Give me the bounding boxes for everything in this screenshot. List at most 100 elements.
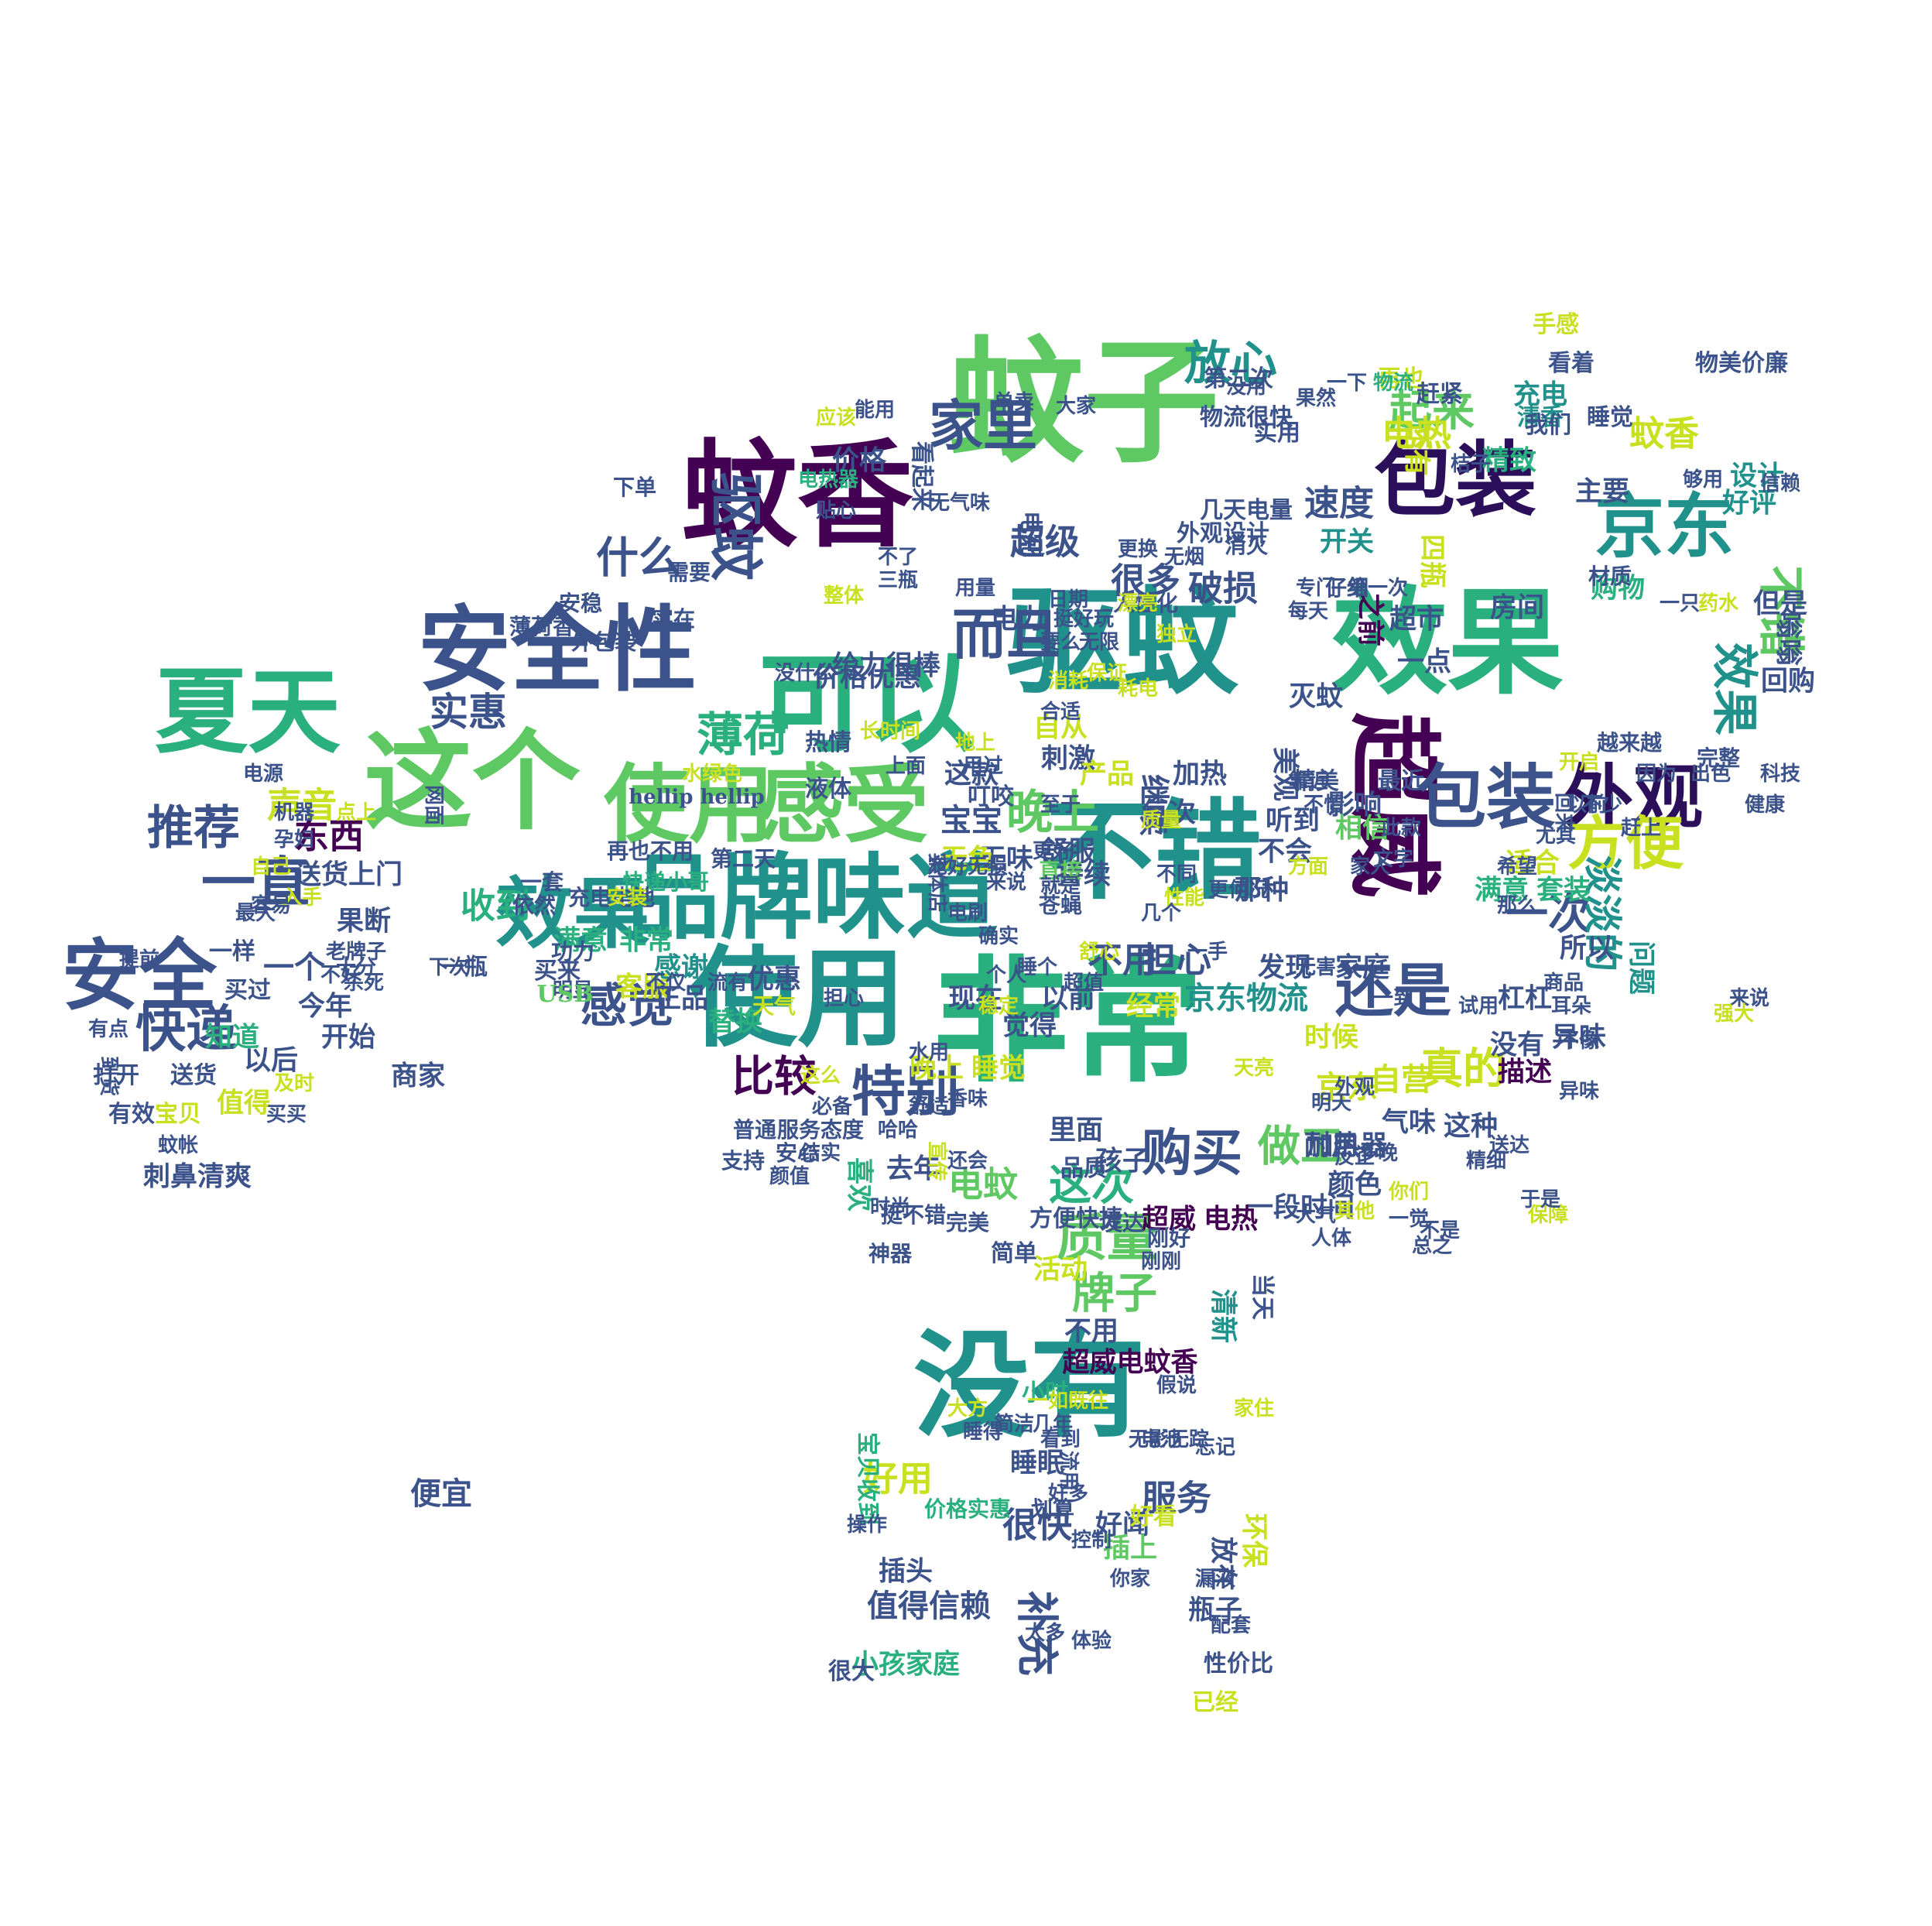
word: 支持 xyxy=(721,1148,766,1174)
word: 以前 xyxy=(1040,982,1096,1015)
word: 容易 xyxy=(250,894,292,917)
word: 还是 xyxy=(1334,956,1452,1025)
word: 这次 xyxy=(1048,1159,1135,1210)
word: 不用 xyxy=(1087,939,1158,981)
word: 还会 xyxy=(947,1150,988,1173)
word: 便宜 xyxy=(410,1475,472,1512)
word: 就是 xyxy=(1040,875,1081,898)
word: 健康 xyxy=(1744,793,1786,817)
word: 一只 xyxy=(1659,592,1701,615)
word: 地上 xyxy=(954,732,996,755)
word: 价格实惠 xyxy=(923,1496,1012,1522)
word: 实在 xyxy=(651,606,696,632)
word: 商家 xyxy=(390,1060,446,1092)
word: 必备 xyxy=(811,1095,853,1119)
word: 使用 xyxy=(604,755,774,855)
word: 嗡嗡 xyxy=(1772,611,1804,667)
word: 买过 xyxy=(224,977,271,1004)
word: 里面 xyxy=(1048,1114,1104,1146)
word: 保证 xyxy=(1086,662,1128,685)
word: 小孩家庭 xyxy=(851,1648,961,1681)
word: 经常 xyxy=(1125,990,1181,1023)
word: 适合 xyxy=(1505,847,1560,879)
word: 替换 xyxy=(707,1006,763,1038)
word: 一瓶 xyxy=(441,954,488,981)
word: 果断 xyxy=(336,905,392,937)
word: 及时 xyxy=(273,1072,315,1095)
word: 外观 xyxy=(1334,1076,1375,1099)
word: 明天 xyxy=(1310,1092,1352,1115)
word: 已经 xyxy=(1192,1689,1238,1716)
word: 京东 xyxy=(1595,485,1734,567)
word: 精致 xyxy=(1482,444,1537,477)
word: 电力 xyxy=(990,603,1046,636)
word: 质量 xyxy=(1056,1208,1158,1268)
word: 耐用 xyxy=(1303,1129,1359,1162)
word: 服务态度 xyxy=(776,1117,865,1143)
word: 杀死 xyxy=(343,972,385,995)
word: 可以 xyxy=(758,641,976,768)
word: 活动 xyxy=(1033,1253,1088,1286)
word: 没有 xyxy=(913,1318,1146,1454)
word: 无影无踪 xyxy=(1128,1428,1210,1451)
word: 信赖 xyxy=(1759,472,1801,495)
word: 价格优惠 xyxy=(812,661,922,694)
word: 喜欢 xyxy=(843,1157,875,1212)
word: 叮咬 xyxy=(968,783,1014,810)
word: 一直 xyxy=(201,850,310,914)
word: 不好 xyxy=(320,964,361,987)
word: 睡觉 xyxy=(971,1052,1026,1085)
word: 再也 xyxy=(1378,365,1424,392)
word: 好看 xyxy=(1130,1503,1177,1530)
word: 很快 xyxy=(1002,1504,1073,1546)
word: 舒心 xyxy=(1078,941,1120,964)
word: 很多 xyxy=(1110,560,1181,601)
word: 有点 xyxy=(87,1018,129,1041)
word: 哈哈 xyxy=(877,1119,919,1142)
word: 好闻 xyxy=(1094,1509,1150,1541)
word: 功力 xyxy=(550,939,595,965)
word: 觉得 xyxy=(1002,1009,1057,1042)
word: 包装 xyxy=(1416,756,1556,838)
word: 家庭 xyxy=(1334,951,1390,984)
word: 还有 xyxy=(1400,421,1433,477)
word: 感受 xyxy=(759,755,929,855)
word: 夏天 xyxy=(155,657,341,766)
word: 没用 xyxy=(1225,375,1267,399)
word: 神器 xyxy=(868,1241,913,1266)
word: 快递 xyxy=(135,999,237,1059)
word: 第二天 xyxy=(710,846,776,872)
word: 因为 xyxy=(1636,763,1677,786)
word: 服务 xyxy=(1141,1477,1212,1519)
word: 赶紧 xyxy=(1416,381,1463,408)
word: 但是 xyxy=(1752,588,1808,620)
word: 电热器 xyxy=(797,468,859,492)
word: 孕妇 xyxy=(273,828,315,852)
word: 机器 xyxy=(273,801,315,824)
word: 发现 xyxy=(1257,951,1313,984)
word: 你们 xyxy=(1388,1181,1430,1204)
word: 专门 xyxy=(1295,577,1337,600)
word: 单卖 xyxy=(993,391,1035,414)
word: 值得信赖 xyxy=(867,1588,991,1624)
word: 到货 xyxy=(97,1055,120,1097)
word: 无味 xyxy=(978,843,1034,876)
word: 几天 xyxy=(1200,497,1246,524)
word: 无限 xyxy=(1078,631,1120,654)
word: 挺好玩 xyxy=(1053,608,1115,631)
word: 异味 xyxy=(1551,1021,1607,1054)
word: 担心 xyxy=(1141,939,1212,981)
word: 蚊香 xyxy=(1629,413,1700,454)
word: 下单 xyxy=(612,475,657,500)
word: 药水 xyxy=(1697,592,1739,615)
word: 完整 xyxy=(1696,745,1741,771)
word: 速度 xyxy=(1303,482,1375,524)
word: 正品 xyxy=(653,982,709,1015)
word: 更何况 xyxy=(1208,879,1269,902)
word: 真的 xyxy=(1420,1043,1506,1094)
word: 漏液 xyxy=(1194,1568,1236,1591)
word: 当天 xyxy=(1249,1273,1276,1320)
word: 整体 xyxy=(823,584,865,608)
word: 材质 xyxy=(1588,564,1632,589)
word: 效果 xyxy=(1331,574,1564,711)
